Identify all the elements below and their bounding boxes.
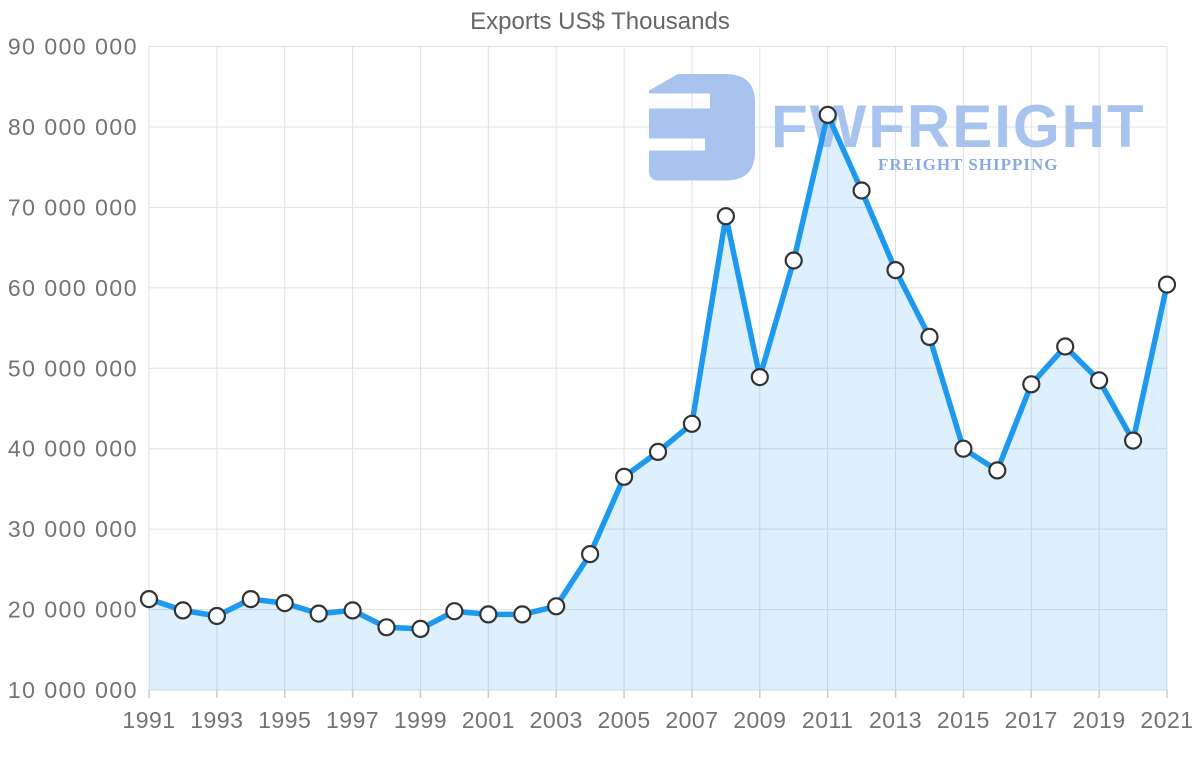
x-axis-tick-label: 2005	[597, 707, 650, 733]
y-axis-tick-label: 10 000 000	[8, 677, 138, 703]
data-point-marker[interactable]	[716, 207, 736, 226]
data-point-marker[interactable]	[614, 467, 634, 486]
x-axis-tick-label: 2017	[1005, 707, 1058, 733]
data-point-marker[interactable]	[750, 368, 769, 387]
data-point-marker[interactable]	[886, 261, 905, 280]
y-axis-tick-label: 90 000 000	[8, 34, 138, 60]
data-point-marker[interactable]	[445, 602, 464, 621]
x-axis-tick-label: 2013	[869, 707, 922, 733]
x-axis-tick-label: 2001	[462, 707, 515, 733]
x-axis-tick-label: 2019	[1073, 707, 1126, 733]
data-point-marker[interactable]	[920, 327, 939, 346]
data-point-marker[interactable]	[784, 251, 803, 270]
data-point-marker[interactable]	[173, 601, 192, 620]
data-point-marker[interactable]	[513, 605, 532, 624]
x-axis-tick-label: 2011	[802, 707, 853, 733]
data-point-marker[interactable]	[988, 461, 1007, 480]
y-axis-tick-label: 40 000 000	[8, 436, 138, 462]
data-point-marker[interactable]	[241, 589, 260, 609]
data-point-marker[interactable]	[1123, 431, 1143, 450]
y-axis-tick-label: 30 000 000	[8, 516, 138, 542]
y-axis-tick-label: 50 000 000	[8, 355, 138, 381]
data-point-marker[interactable]	[852, 181, 871, 200]
x-axis-tick-label: 1999	[394, 707, 447, 733]
data-point-marker[interactable]	[1022, 375, 1041, 394]
y-axis-tick-label: 20 000 000	[8, 597, 138, 623]
series-line	[146, 112, 1170, 632]
data-point-marker[interactable]	[1056, 337, 1075, 356]
data-point-marker[interactable]	[1157, 275, 1177, 294]
x-axis-tick-label: 2009	[733, 707, 786, 733]
data-point-marker[interactable]	[648, 442, 668, 461]
data-point-marker[interactable]	[479, 605, 498, 624]
data-point-marker[interactable]	[547, 597, 566, 616]
x-axis-tick-label: 2015	[937, 707, 990, 733]
data-point-marker[interactable]	[343, 601, 362, 620]
data-point-marker[interactable]	[207, 606, 226, 626]
x-axis-tick-label: 1991	[122, 707, 175, 733]
chart-title: Exports US$ Thousands	[470, 8, 730, 35]
x-axis-tick-label: 2003	[530, 707, 583, 733]
x-axis-tick-label: 2021	[1140, 707, 1193, 733]
data-point-marker[interactable]	[818, 105, 837, 125]
data-point-marker[interactable]	[682, 414, 702, 433]
x-axis-tick-label: 2007	[665, 707, 718, 733]
data-point-marker[interactable]	[954, 439, 973, 458]
x-axis-tick-label: 1997	[326, 707, 379, 733]
x-axis-tick-label: 1993	[190, 707, 243, 733]
data-point-marker[interactable]	[377, 618, 396, 637]
y-axis-tick-label: 80 000 000	[8, 114, 138, 140]
data-point-marker[interactable]	[139, 589, 159, 609]
x-axis-tick-label: 1995	[258, 707, 311, 733]
data-point-marker[interactable]	[275, 593, 294, 613]
y-axis-tick-label: 60 000 000	[8, 275, 138, 301]
data-point-marker[interactable]	[309, 604, 328, 623]
data-point-marker[interactable]	[1089, 371, 1109, 390]
area-fill	[149, 114, 1167, 690]
y-axis-tick-label: 70 000 000	[8, 194, 138, 220]
data-point-marker[interactable]	[411, 619, 430, 639]
data-point-marker[interactable]	[580, 544, 600, 564]
